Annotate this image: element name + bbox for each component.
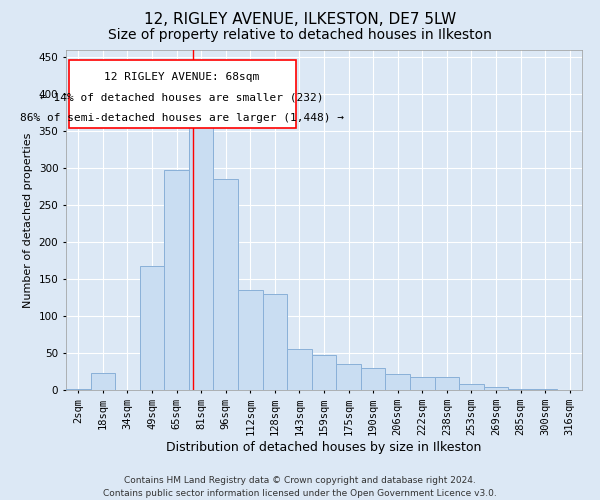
Text: Size of property relative to detached houses in Ilkeston: Size of property relative to detached ho… [108,28,492,42]
X-axis label: Distribution of detached houses by size in Ilkeston: Distribution of detached houses by size … [166,440,482,454]
Y-axis label: Number of detached properties: Number of detached properties [23,132,33,308]
Bar [361,368,385,390]
Bar [189,116,214,390]
Bar [336,364,361,390]
Text: Contains HM Land Registry data © Crown copyright and database right 2024.
Contai: Contains HM Land Registry data © Crown c… [103,476,497,498]
Bar [214,180,238,390]
Bar [91,373,115,390]
Bar [140,266,164,390]
Bar [385,374,410,390]
Bar [68,60,296,128]
Text: 12 RIGLEY AVENUE: 68sqm: 12 RIGLEY AVENUE: 68sqm [104,72,260,82]
Text: 86% of semi-detached houses are larger (1,448) →: 86% of semi-detached houses are larger (… [20,113,344,123]
Bar [238,290,263,390]
Bar [410,378,434,390]
Text: ← 14% of detached houses are smaller (232): ← 14% of detached houses are smaller (23… [40,92,324,102]
Bar [287,350,312,390]
Bar [434,378,459,390]
Bar [508,388,533,390]
Text: 12, RIGLEY AVENUE, ILKESTON, DE7 5LW: 12, RIGLEY AVENUE, ILKESTON, DE7 5LW [144,12,456,28]
Bar [312,354,336,390]
Bar [484,387,508,390]
Bar [263,294,287,390]
Bar [164,170,189,390]
Bar [459,384,484,390]
